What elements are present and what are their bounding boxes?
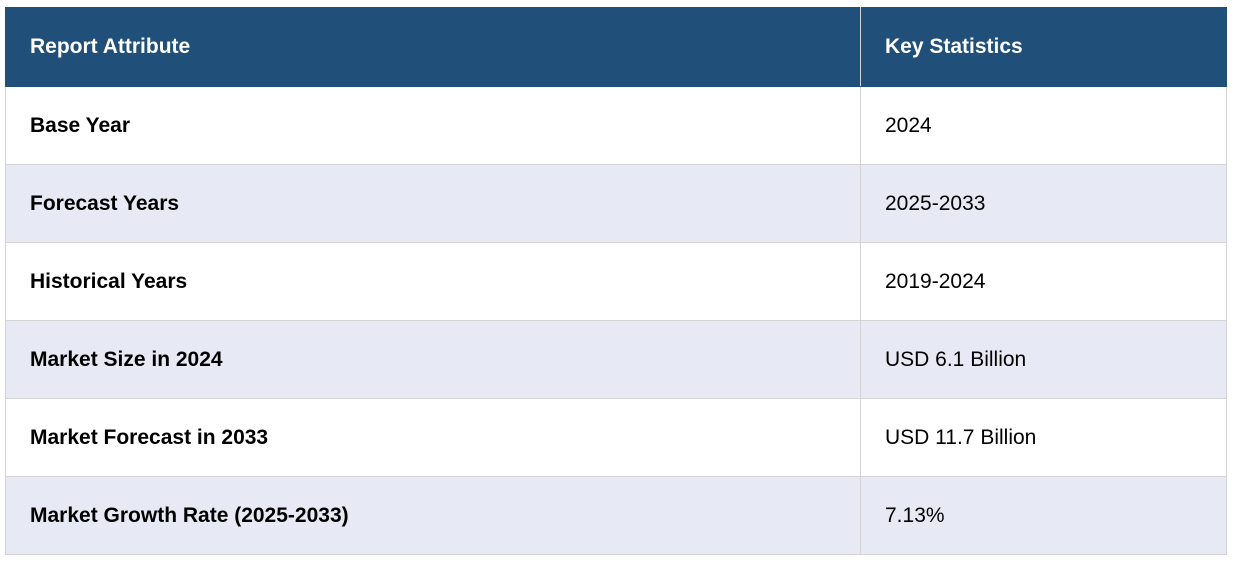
attribute-cell: Base Year	[5, 86, 861, 165]
table-body: Base Year 2024 Forecast Years 2025-2033 Hist…	[5, 86, 1227, 555]
table-row: Historical Years 2019-2024	[5, 242, 1227, 321]
attribute-cell: Forecast Years	[5, 164, 861, 243]
stats-table: Report Attribute Key Statistics Base Yea…	[5, 7, 1227, 555]
table-row: Market Forecast in 2033 USD 11.7 Billion	[5, 398, 1227, 477]
table-row: Forecast Years 2025-2033	[5, 164, 1227, 243]
statistic-cell: 2025-2033	[860, 164, 1227, 243]
statistic-cell: 2024	[860, 86, 1227, 165]
header-cell: Report Attribute	[5, 7, 861, 87]
header-cell: Key Statistics	[860, 7, 1227, 87]
attribute-cell: Market Forecast in 2033	[5, 398, 861, 477]
attribute-cell: Market Size in 2024	[5, 320, 861, 399]
table-row: Base Year 2024	[5, 86, 1227, 165]
header-row: Report Attribute Key Statistics	[5, 7, 1227, 87]
statistic-cell: USD 6.1 Billion	[860, 320, 1227, 399]
table-row: Market Size in 2024 USD 6.1 Billion	[5, 320, 1227, 399]
attribute-cell: Market Growth Rate (2025-2033)	[5, 476, 861, 555]
attribute-cell: Historical Years	[5, 242, 861, 321]
table-row: Market Growth Rate (2025-2033) 7.13%	[5, 476, 1227, 555]
statistic-cell: USD 11.7 Billion	[860, 398, 1227, 477]
statistic-cell: 7.13%	[860, 476, 1227, 555]
statistic-cell: 2019-2024	[860, 242, 1227, 321]
